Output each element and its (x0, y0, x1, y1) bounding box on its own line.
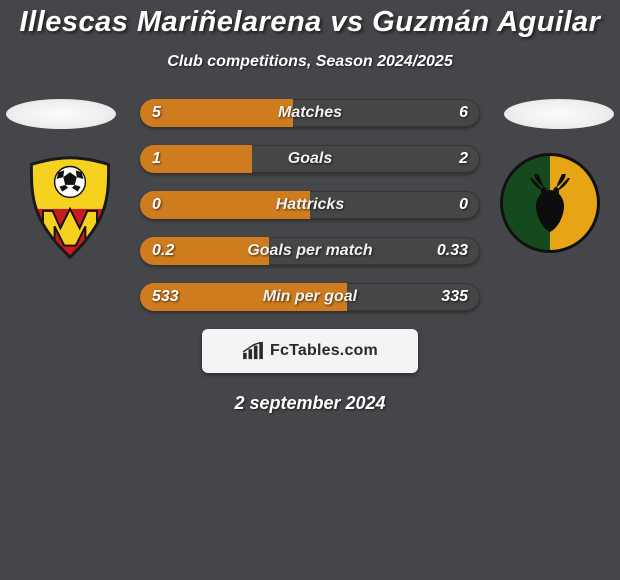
date-label: 2 september 2024 (0, 393, 620, 414)
stat-row: 12Goals (140, 145, 480, 173)
branding-text: FcTables.com (270, 342, 378, 360)
stat-label: Hattricks (140, 191, 480, 219)
stat-row: 00Hattricks (140, 191, 480, 219)
stat-label: Goals (140, 145, 480, 173)
shield-icon (20, 153, 120, 261)
player-photo-right (504, 99, 614, 129)
stat-label: Matches (140, 99, 480, 127)
comparison-area: 56Matches 12Goals 00Hattricks 0.20.33Goals … (0, 99, 620, 311)
player-photo-left (6, 99, 116, 129)
comparison-bars: 56Matches 12Goals 00Hattricks 0.20.33Goals … (140, 99, 480, 311)
subtitle: Club competitions, Season 2024/2025 (0, 53, 620, 71)
stat-label: Goals per match (140, 237, 480, 265)
stat-row: 0.20.33Goals per match (140, 237, 480, 265)
club-badge-left (20, 153, 120, 265)
stat-row: 533335Min per goal (140, 283, 480, 311)
round-badge-icon (500, 153, 600, 253)
stat-row: 56Matches (140, 99, 480, 127)
branding-box: FcTables.com (202, 329, 418, 373)
stat-label: Min per goal (140, 283, 480, 311)
club-badge-right (500, 153, 600, 265)
bar-chart-icon (242, 342, 264, 360)
page-title: Illescas Mariñelarena vs Guzmán Aguilar (0, 0, 620, 39)
deer-icon (524, 172, 576, 234)
